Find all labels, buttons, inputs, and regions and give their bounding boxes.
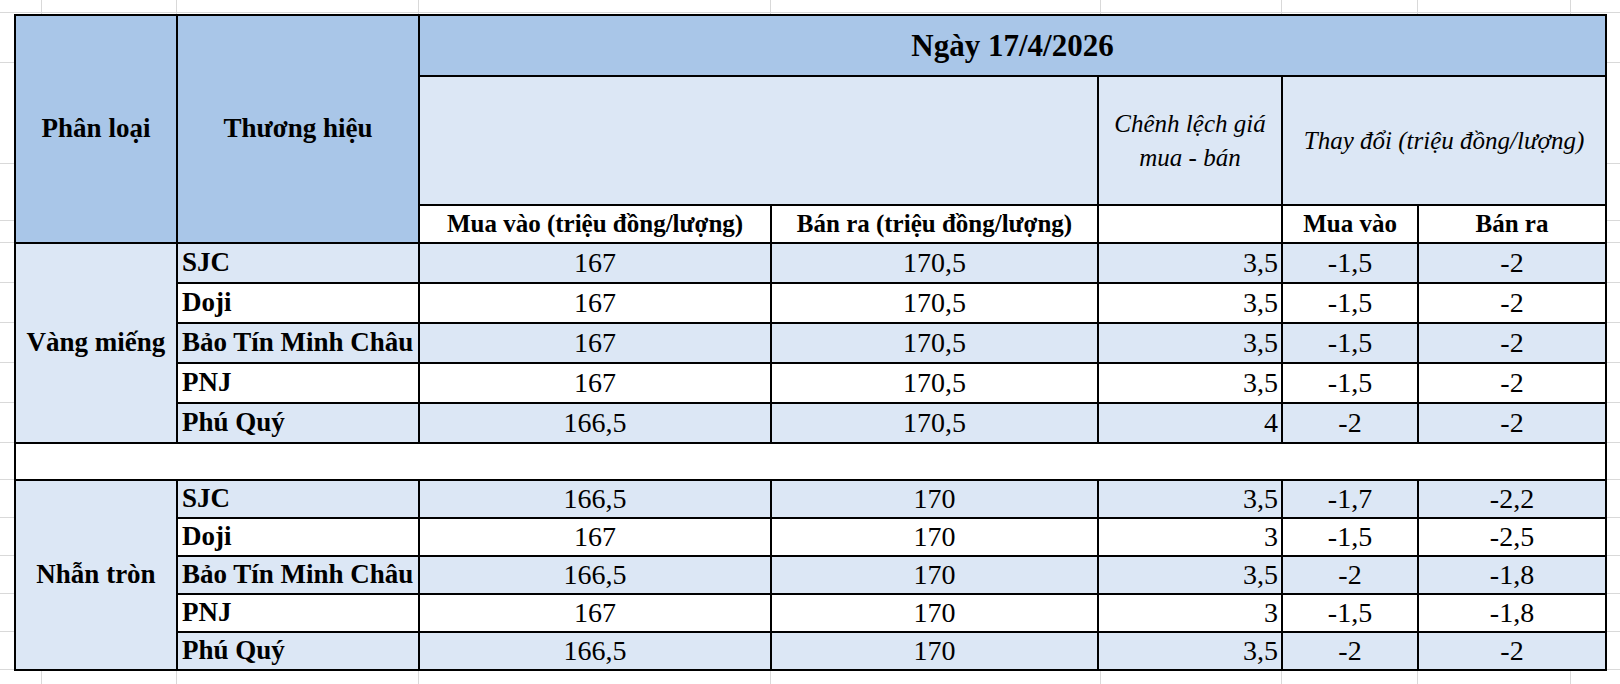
spread-cell[interactable]: 3,5 <box>1098 323 1282 363</box>
table-row: PNJ 167 170,5 3,5 -1,5 -2 <box>15 363 1606 403</box>
brand-cell[interactable]: Phú Quý <box>177 632 419 670</box>
gridline <box>0 12 1620 13</box>
header-mua-vao[interactable]: Mua vào (triệu đồng/lượng) <box>419 205 771 243</box>
price-sell-cell[interactable]: 170 <box>771 480 1098 518</box>
spread-cell[interactable]: 3,5 <box>1098 283 1282 323</box>
group-label-nhan-tron[interactable]: Nhẫn tròn <box>15 480 177 670</box>
change-buy-cell[interactable]: -1,5 <box>1282 283 1418 323</box>
header-row-date: Phân loại Thương hiệu Ngày 17/4/2026 <box>15 15 1606 76</box>
header-thay-doi[interactable]: Thay đổi (triệu đồng/lượng) <box>1282 76 1606 205</box>
header-empty-spread[interactable] <box>1098 205 1282 243</box>
brand-cell[interactable]: SJC <box>177 480 419 518</box>
change-sell-cell[interactable]: -2 <box>1418 283 1606 323</box>
spread-cell[interactable]: 3 <box>1098 518 1282 556</box>
price-sell-cell[interactable]: 170,5 <box>771 323 1098 363</box>
spacer-row <box>15 443 1606 480</box>
price-buy-cell[interactable]: 166,5 <box>419 403 771 443</box>
price-sell-cell[interactable]: 170 <box>771 518 1098 556</box>
change-buy-cell[interactable]: -1,5 <box>1282 518 1418 556</box>
price-sell-cell[interactable]: 170 <box>771 632 1098 670</box>
price-sell-cell[interactable]: 170,5 <box>771 403 1098 443</box>
spread-cell[interactable]: 3,5 <box>1098 243 1282 283</box>
table-row: Doji 167 170,5 3,5 -1,5 -2 <box>15 283 1606 323</box>
price-sell-cell[interactable]: 170,5 <box>771 363 1098 403</box>
price-buy-cell[interactable]: 167 <box>419 243 771 283</box>
change-sell-cell[interactable]: -2 <box>1418 323 1606 363</box>
price-buy-cell[interactable]: 167 <box>419 363 771 403</box>
price-sell-cell[interactable]: 170,5 <box>771 243 1098 283</box>
change-buy-cell[interactable]: -1,7 <box>1282 480 1418 518</box>
change-buy-cell[interactable]: -2 <box>1282 403 1418 443</box>
header-ban-ra[interactable]: Bán ra (triệu đồng/lượng) <box>771 205 1098 243</box>
change-sell-cell[interactable]: -2,2 <box>1418 480 1606 518</box>
spread-cell[interactable]: 3 <box>1098 594 1282 632</box>
change-sell-cell[interactable]: -1,8 <box>1418 556 1606 594</box>
change-sell-cell[interactable]: -2 <box>1418 632 1606 670</box>
brand-cell[interactable]: Bảo Tín Minh Châu <box>177 323 419 363</box>
change-sell-cell[interactable]: -2 <box>1418 363 1606 403</box>
price-buy-cell[interactable]: 166,5 <box>419 556 771 594</box>
brand-cell[interactable]: Doji <box>177 283 419 323</box>
change-buy-cell[interactable]: -1,5 <box>1282 363 1418 403</box>
table-row: Nhẫn tròn SJC 166,5 170 3,5 -1,7 -2,2 <box>15 480 1606 518</box>
gold-price-table: Phân loại Thương hiệu Ngày 17/4/2026 Chê… <box>14 14 1607 671</box>
brand-cell[interactable]: PNJ <box>177 594 419 632</box>
price-buy-cell[interactable]: 167 <box>419 518 771 556</box>
price-buy-cell[interactable]: 167 <box>419 594 771 632</box>
change-buy-cell[interactable]: -1,5 <box>1282 243 1418 283</box>
brand-cell[interactable]: Phú Quý <box>177 403 419 443</box>
group-label-vang-mieng[interactable]: Vàng miếng <box>15 243 177 443</box>
header-chenh-lech[interactable]: Chênh lệch giá mua - bán <box>1098 76 1282 205</box>
table-row: Vàng miếng SJC 167 170,5 3,5 -1,5 -2 <box>15 243 1606 283</box>
spread-cell[interactable]: 3,5 <box>1098 632 1282 670</box>
table-row: Bảo Tín Minh Châu 167 170,5 3,5 -1,5 -2 <box>15 323 1606 363</box>
change-buy-cell[interactable]: -2 <box>1282 632 1418 670</box>
change-sell-cell[interactable]: -2,5 <box>1418 518 1606 556</box>
table-row: PNJ 167 170 3 -1,5 -1,8 <box>15 594 1606 632</box>
spread-cell[interactable]: 3,5 <box>1098 556 1282 594</box>
price-sell-cell[interactable]: 170 <box>771 594 1098 632</box>
brand-cell[interactable]: PNJ <box>177 363 419 403</box>
price-sell-cell[interactable]: 170 <box>771 556 1098 594</box>
change-buy-cell[interactable]: -1,5 <box>1282 323 1418 363</box>
header-change-mua-vao[interactable]: Mua vào <box>1282 205 1418 243</box>
table-row: Phú Quý 166,5 170,5 4 -2 -2 <box>15 403 1606 443</box>
brand-cell[interactable]: SJC <box>177 243 419 283</box>
price-buy-cell[interactable]: 167 <box>419 283 771 323</box>
table-row: Doji 167 170 3 -1,5 -2,5 <box>15 518 1606 556</box>
header-date[interactable]: Ngày 17/4/2026 <box>419 15 1606 76</box>
header-phan-loai[interactable]: Phân loại <box>15 15 177 243</box>
spread-cell[interactable]: 3,5 <box>1098 363 1282 403</box>
change-buy-cell[interactable]: -1,5 <box>1282 594 1418 632</box>
header-thuong-hieu[interactable]: Thương hiệu <box>177 15 419 243</box>
brand-cell[interactable]: Doji <box>177 518 419 556</box>
price-buy-cell[interactable]: 167 <box>419 323 771 363</box>
spread-cell[interactable]: 4 <box>1098 403 1282 443</box>
price-buy-cell[interactable]: 166,5 <box>419 632 771 670</box>
change-sell-cell[interactable]: -2 <box>1418 403 1606 443</box>
change-sell-cell[interactable]: -1,8 <box>1418 594 1606 632</box>
table-row: Phú Quý 166,5 170 3,5 -2 -2 <box>15 632 1606 670</box>
change-sell-cell[interactable]: -2 <box>1418 243 1606 283</box>
brand-cell[interactable]: Bảo Tín Minh Châu <box>177 556 419 594</box>
table-row: Bảo Tín Minh Châu 166,5 170 3,5 -2 -1,8 <box>15 556 1606 594</box>
price-buy-cell[interactable]: 166,5 <box>419 480 771 518</box>
change-buy-cell[interactable]: -2 <box>1282 556 1418 594</box>
spread-cell[interactable]: 3,5 <box>1098 480 1282 518</box>
header-empty-prices[interactable] <box>419 76 1098 205</box>
header-change-ban-ra[interactable]: Bán ra <box>1418 205 1606 243</box>
spacer-cell[interactable] <box>15 443 1606 480</box>
price-sell-cell[interactable]: 170,5 <box>771 283 1098 323</box>
